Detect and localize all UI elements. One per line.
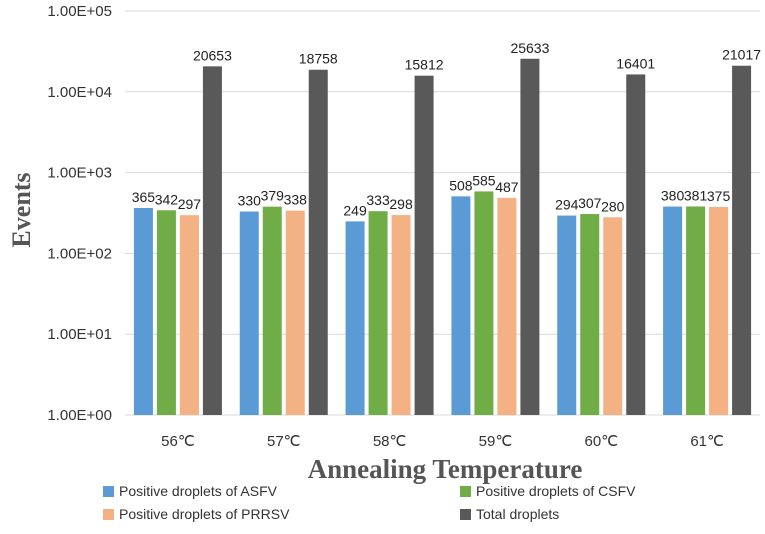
bar	[202, 66, 222, 415]
x-tick-label: 56℃	[161, 433, 195, 450]
data-label: 249	[343, 202, 367, 218]
legend-swatch	[460, 486, 471, 497]
x-tick-label: 60℃	[584, 433, 618, 450]
bar	[557, 215, 577, 415]
bar	[732, 65, 752, 416]
bar	[414, 75, 434, 415]
x-tick-label: 61℃	[690, 433, 724, 450]
bar	[603, 217, 623, 415]
y-tick-label: 1.00E+02	[47, 245, 112, 262]
bar	[520, 58, 540, 415]
gridlines	[125, 10, 760, 416]
data-label: 297	[178, 196, 202, 212]
bar	[451, 196, 471, 415]
bar	[179, 215, 199, 415]
bar	[285, 210, 305, 415]
data-label: 333	[366, 192, 390, 208]
data-label: 379	[261, 188, 285, 204]
data-label: 280	[601, 198, 625, 214]
bars	[133, 58, 752, 416]
bar	[262, 206, 282, 415]
bar	[391, 215, 411, 415]
bar	[686, 206, 706, 415]
bar	[580, 214, 600, 415]
data-label: 298	[389, 196, 413, 212]
data-label: 15812	[405, 57, 444, 73]
bar	[709, 207, 729, 415]
data-label: 381	[684, 187, 708, 203]
data-label: 21017	[722, 47, 761, 63]
bar	[156, 210, 176, 415]
bar	[239, 211, 259, 415]
y-axis-ticks: 1.00E+00 1.00E+01 1.00E+02 1.00E+03 1.00E+04…	[47, 3, 112, 424]
legend-label: Positive droplets of PRRSV	[119, 506, 290, 522]
y-tick-label: 1.00E+05	[47, 3, 112, 20]
data-label: 18758	[299, 51, 338, 67]
x-tick-label: 59℃	[479, 433, 513, 450]
legend-label: Positive droplets of ASFV	[119, 483, 278, 499]
data-label: 585	[472, 172, 496, 188]
data-label: 294	[555, 197, 579, 213]
bar	[368, 211, 388, 415]
data-label: 330	[238, 193, 262, 209]
x-tick-label: 57℃	[267, 433, 301, 450]
legend-swatch	[460, 509, 471, 520]
legend-swatch	[103, 509, 114, 520]
data-label: 20653	[193, 47, 232, 63]
bar	[308, 69, 328, 415]
y-tick-label: 1.00E+03	[47, 165, 112, 182]
data-label: 25633	[510, 40, 549, 56]
bar	[133, 207, 153, 415]
y-tick-label: 1.00E+01	[47, 326, 112, 343]
data-label: 508	[449, 177, 473, 193]
legend-swatch	[103, 486, 114, 497]
data-label: 487	[495, 179, 519, 195]
data-label: 16401	[616, 55, 655, 71]
y-tick-label: 1.00E+00	[47, 407, 112, 424]
data-label: 307	[578, 195, 602, 211]
data-label: 380	[661, 188, 685, 204]
legend: Positive droplets of ASFV Positive drople…	[103, 483, 636, 522]
data-label: 365	[132, 189, 156, 205]
bar	[474, 191, 494, 415]
x-tick-label: 58℃	[373, 433, 407, 450]
data-label: 342	[155, 191, 179, 207]
bar	[626, 74, 646, 415]
bar	[663, 206, 683, 415]
data-label: 375	[707, 188, 731, 204]
y-tick-label: 1.00E+04	[47, 84, 112, 101]
bar	[497, 197, 517, 415]
x-axis-ticks: 56℃ 57℃ 58℃ 59℃ 60℃ 61℃	[161, 433, 724, 450]
data-label: 338	[284, 192, 308, 208]
legend-label: Total droplets	[476, 506, 559, 522]
bar	[345, 221, 365, 415]
y-axis-title: Events	[7, 172, 36, 247]
x-axis-title: Annealing Temperature	[308, 454, 583, 484]
legend-label: Positive droplets of CSFV	[476, 483, 636, 499]
